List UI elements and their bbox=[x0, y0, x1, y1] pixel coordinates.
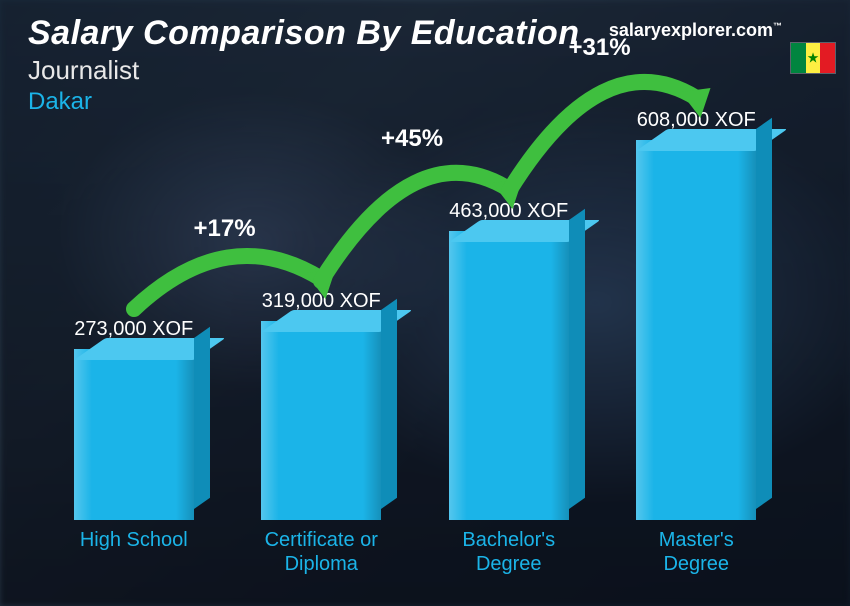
bar bbox=[261, 321, 381, 520]
increase-label: +31% bbox=[569, 34, 631, 62]
senegal-flag-icon: ★ bbox=[790, 42, 836, 74]
bar bbox=[74, 349, 194, 520]
bar-side-face bbox=[756, 118, 772, 509]
flag-stripe-green bbox=[791, 43, 806, 73]
bar-group: 273,000 XOFHigh School bbox=[54, 318, 214, 576]
increase-label: +17% bbox=[194, 215, 256, 243]
bar-front-face bbox=[261, 321, 381, 520]
trademark-icon: ™ bbox=[773, 21, 782, 31]
bar-category-label: High School bbox=[80, 528, 188, 576]
bar-category-label: Certificate orDiploma bbox=[265, 528, 378, 576]
flag-stripe-yellow: ★ bbox=[806, 43, 821, 73]
increase-label: +45% bbox=[381, 125, 443, 153]
bar-category-label: Master'sDegree bbox=[659, 528, 734, 576]
flag-stripe-red bbox=[820, 43, 835, 73]
bar-front-face bbox=[74, 349, 194, 520]
chart-container: Salary Comparison By Education Journalis… bbox=[0, 0, 850, 606]
bar-side-face bbox=[381, 299, 397, 509]
bar-side-face bbox=[194, 327, 210, 509]
bar-chart: 273,000 XOFHigh School319,000 XOFCertifi… bbox=[40, 120, 790, 576]
flag-star-icon: ★ bbox=[807, 51, 820, 65]
bar-side-face bbox=[569, 209, 585, 509]
bar-category-label: Bachelor'sDegree bbox=[462, 528, 555, 576]
